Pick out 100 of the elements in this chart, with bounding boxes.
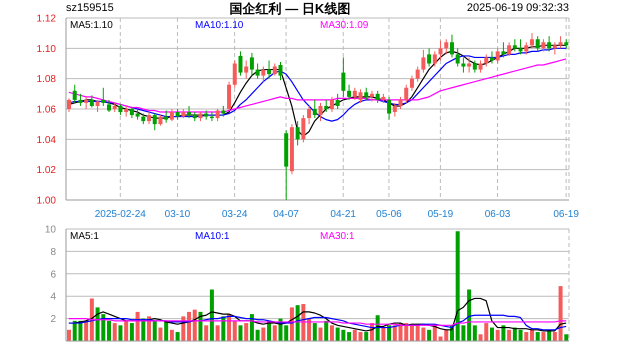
y-tick-label: 1.10 [36, 44, 56, 55]
x-tick-label: 04-07 [273, 209, 300, 220]
bar [427, 330, 432, 341]
candlestick [267, 60, 272, 80]
candlestick [312, 99, 317, 119]
bar [90, 298, 94, 341]
candlestick [170, 108, 174, 122]
text: MA30:1.09 [320, 20, 368, 31]
candlestick [392, 102, 397, 118]
candlestick [530, 32, 534, 49]
candlestick [370, 90, 374, 102]
candlestick [512, 38, 517, 52]
line-series [68, 318, 567, 326]
candlestick [330, 96, 334, 113]
candlestick [216, 108, 220, 122]
candlestick [387, 96, 392, 120]
candlestick [192, 112, 197, 122]
text: MA10:1.10 [195, 20, 244, 31]
y-tick-label: 8 [50, 246, 56, 258]
candlestick [250, 52, 254, 76]
candlestick [336, 93, 340, 110]
x-tick-label: 06-19 [553, 209, 580, 220]
bar [336, 328, 340, 341]
candlestick [307, 105, 312, 125]
candlestick [118, 104, 122, 116]
y-tick-label: 2 [50, 314, 56, 326]
bar [261, 328, 266, 341]
candlestick [147, 112, 152, 125]
candlestick [507, 42, 512, 56]
bar [118, 325, 122, 341]
x-tick-label: 03-24 [222, 209, 248, 220]
bar [170, 330, 174, 341]
candlestick [256, 63, 260, 80]
x-tick-label: 05-19 [428, 209, 454, 220]
bar [192, 310, 197, 341]
candlestick [124, 105, 128, 118]
candlestick [244, 60, 248, 80]
candlestick [204, 110, 208, 120]
candlestick [261, 66, 266, 82]
y-tick-label: 1.12 [36, 14, 56, 24]
bar [210, 289, 214, 341]
text: MA10:1 [195, 231, 230, 242]
bar [444, 330, 448, 341]
bar [312, 323, 317, 341]
candlestick [198, 112, 202, 122]
bar [364, 332, 368, 341]
candlestick [432, 50, 437, 68]
candlestick [467, 56, 472, 74]
y-tick-label: 1.00 [36, 196, 56, 206]
candlestick [364, 87, 368, 100]
candlestick [404, 84, 408, 104]
candlestick [176, 108, 180, 120]
candlestick [552, 42, 557, 55]
candlestick [84, 96, 88, 110]
candlestick [210, 112, 214, 122]
y-tick-label: 6 [50, 269, 56, 280]
candlestick [107, 99, 112, 113]
text: MA5:1 [70, 231, 99, 242]
bar [130, 323, 134, 341]
bar [421, 328, 426, 341]
chart-title: 国企红利 — 日K线图 [228, 0, 352, 18]
bar [96, 307, 100, 341]
text: MA5:1.10 [70, 20, 113, 31]
bar [381, 328, 386, 341]
bar [324, 320, 328, 341]
candlestick [78, 93, 82, 106]
candlestick [547, 36, 552, 52]
bar [318, 328, 322, 341]
candlestick [347, 84, 352, 100]
candlestick [158, 114, 162, 126]
candlestick [398, 96, 403, 110]
candlestick [90, 94, 94, 108]
bar [112, 323, 117, 341]
candlestick [438, 40, 443, 61]
candlestick [381, 93, 386, 104]
candlestick [416, 66, 420, 82]
bar [244, 323, 248, 341]
bar [541, 332, 546, 341]
bar [216, 325, 220, 341]
bar [176, 332, 180, 341]
y-tick-label: 1.02 [36, 165, 56, 176]
chart-subtitle: sz159515 [66, 2, 114, 14]
candlestick [541, 38, 546, 52]
bar [124, 320, 128, 341]
candlestick [296, 120, 300, 146]
x-tick-label: 04-21 [330, 209, 356, 220]
candlestick [164, 110, 168, 124]
candlestick [490, 50, 494, 64]
candlestick [221, 105, 226, 118]
candlestick [456, 48, 460, 68]
candlestick [518, 38, 523, 55]
candlestick [461, 56, 466, 74]
candlestick [501, 42, 506, 58]
candlestick [524, 42, 528, 55]
bar [484, 323, 488, 341]
candlestick [341, 56, 346, 98]
candlestick [187, 105, 192, 119]
candlestick [376, 90, 380, 104]
candlestick [558, 36, 563, 49]
x-tick-label: 06-03 [484, 209, 511, 220]
